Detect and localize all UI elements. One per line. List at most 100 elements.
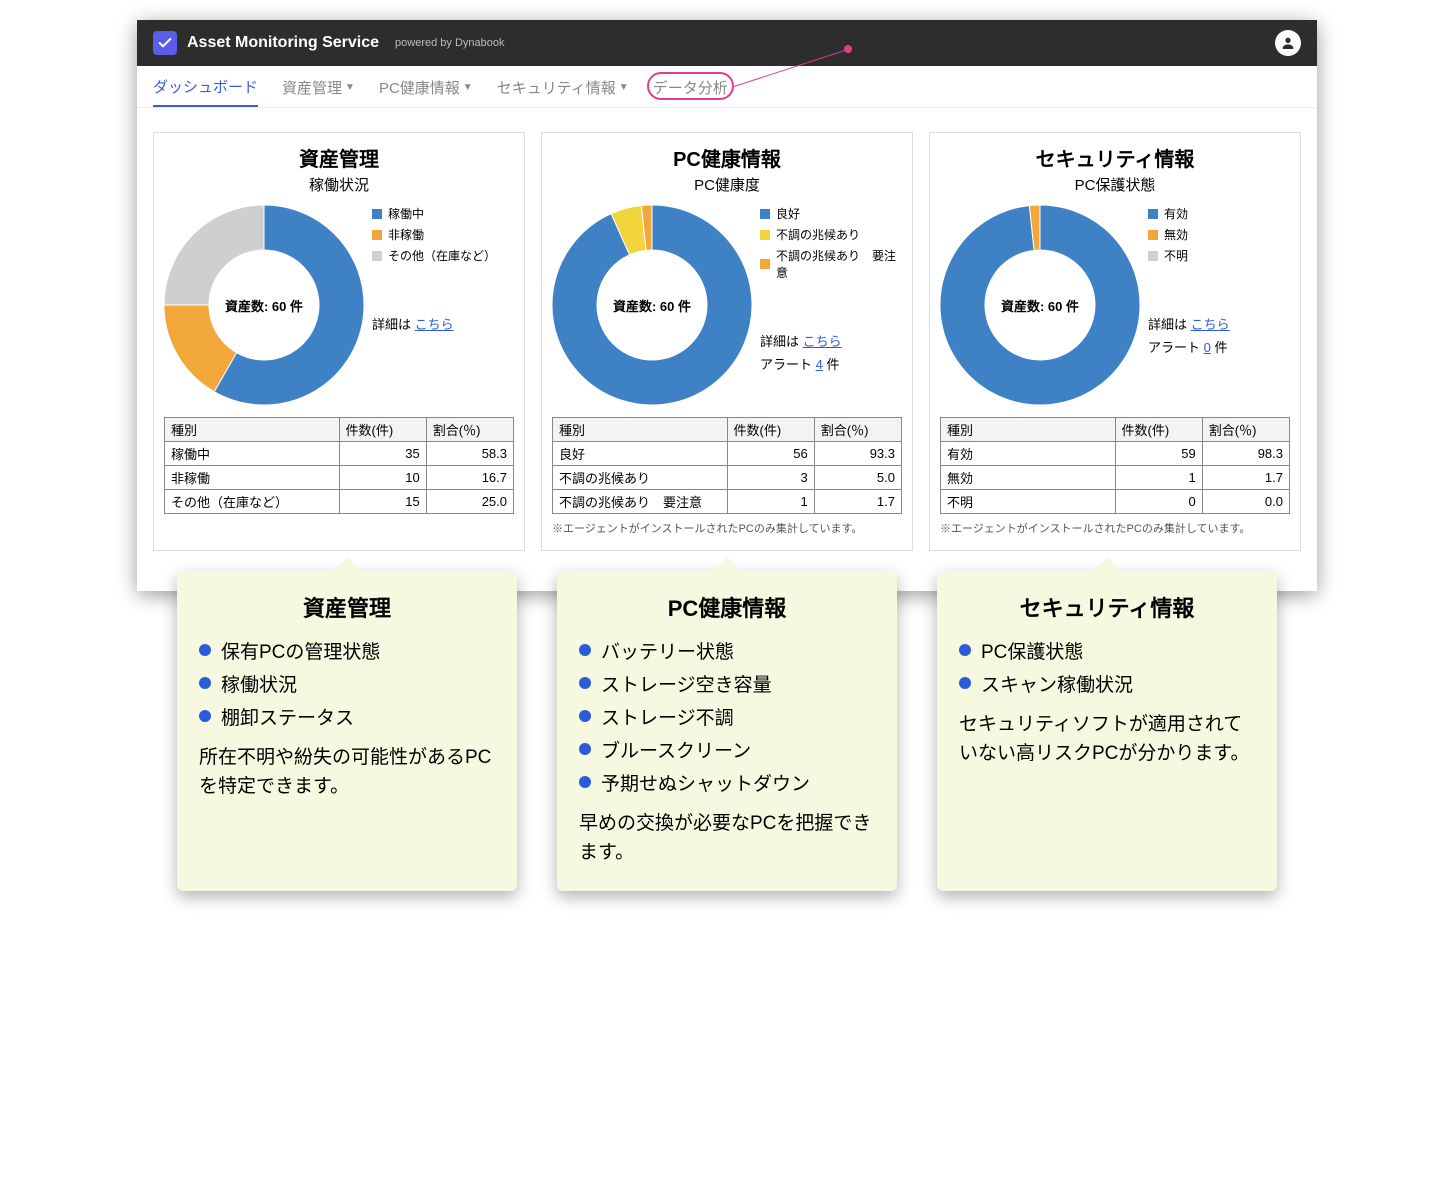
callout-list: 保有PCの管理状態稼働状況棚卸ステータス <box>199 637 495 730</box>
detail-link[interactable]: こちら <box>415 317 454 332</box>
nav-item-1[interactable]: 資産管理▼ <box>282 76 355 107</box>
table-cell: 1 <box>1115 466 1202 490</box>
chart-legend: 稼働中非稼働その他（在庫など） 詳細は こちら <box>372 205 514 333</box>
legend-label: 稼働中 <box>388 205 424 222</box>
legend-item: 非稼働 <box>372 226 514 243</box>
callout-box-0: 資産管理保有PCの管理状態稼働状況棚卸ステータス所在不明や紛失の可能性があるPC… <box>177 571 517 891</box>
legend-swatch-icon <box>760 230 770 240</box>
detail-link[interactable]: こちら <box>803 334 842 349</box>
main-nav: ダッシュボード資産管理▼ PC健康情報▼ セキュリティ情報▼ データ分析 <box>137 66 1317 108</box>
legend-swatch-icon <box>1148 209 1158 219</box>
table-header: 割合(％) <box>426 418 513 442</box>
titlebar: Asset Monitoring Service powered by Dyna… <box>137 20 1317 66</box>
callout-box-2: セキュリティ情報PC保護状態スキャン稼働状況セキュリティソフトが適用されていない… <box>937 571 1277 891</box>
chart-row: 資産数: 60 件 稼働中非稼働その他（在庫など） 詳細は こちら <box>164 205 514 405</box>
table-cell: 1 <box>727 490 814 514</box>
alert-suffix: 件 <box>823 357 840 372</box>
detail-link[interactable]: こちら <box>1191 317 1230 332</box>
nav-item-0[interactable]: ダッシュボード <box>153 76 258 107</box>
table-cell: 58.3 <box>426 442 513 466</box>
dashboard-card-0: 資産管理稼働状況資産数: 60 件稼働中非稼働その他（在庫など）詳細は こちら種… <box>153 132 525 551</box>
legend-item: 有効 <box>1148 205 1290 222</box>
callout-bullet: バッテリー状態 <box>579 637 875 664</box>
table-cell: その他（在庫など） <box>165 490 340 514</box>
table-row: その他（在庫など）1525.0 <box>165 490 514 514</box>
dashboard-card-1: PC健康情報PC健康度資産数: 60 件良好不調の兆候あり不調の兆候あり 要注意… <box>541 132 913 551</box>
callout-bullet: 棚卸ステータス <box>199 703 495 730</box>
callout-box-1: PC健康情報バッテリー状態ストレージ空き容量ストレージ不調ブルースクリーン予期せ… <box>557 571 897 891</box>
table-header: 件数(件) <box>1115 418 1202 442</box>
donut-chart: 資産数: 60 件 <box>552 205 752 405</box>
table-row: 有効5998.3 <box>941 442 1290 466</box>
dropdown-caret-icon: ▼ <box>463 82 473 93</box>
nav-item-3[interactable]: セキュリティ情報▼ <box>497 76 629 107</box>
card-title: セキュリティ情報 <box>940 143 1290 172</box>
callout-list: PC保護状態スキャン稼働状況 <box>959 637 1255 697</box>
legend-label: その他（在庫など） <box>388 247 496 264</box>
dropdown-caret-icon: ▼ <box>345 82 355 93</box>
table-cell: 10 <box>339 466 426 490</box>
table-cell: 93.3 <box>814 442 901 466</box>
legend-swatch-icon <box>760 259 770 269</box>
donut-center-label: 資産数: 60 件 <box>940 205 1140 405</box>
legend-label: 不調の兆候あり 要注意 <box>776 247 902 281</box>
detail-link-row: 詳細は こちら <box>372 314 514 333</box>
legend-label: 有効 <box>1164 205 1188 222</box>
table-cell: 不調の兆候あり 要注意 <box>553 490 728 514</box>
callout-list: バッテリー状態ストレージ空き容量ストレージ不調ブルースクリーン予期せぬシャットダ… <box>579 637 875 796</box>
detail-link-row: 詳細は こちら <box>760 331 902 350</box>
nav-item-4[interactable]: データ分析 <box>653 76 728 107</box>
table-cell: 56 <box>727 442 814 466</box>
legend-item: 無効 <box>1148 226 1290 243</box>
table-header: 件数(件) <box>727 418 814 442</box>
callout-desc: 所在不明や紛失の可能性があるPCを特定できます。 <box>199 744 495 801</box>
table-header: 件数(件) <box>339 418 426 442</box>
table-cell: 15 <box>339 490 426 514</box>
donut-chart: 資産数: 60 件 <box>164 205 364 405</box>
table-cell: 16.7 <box>426 466 513 490</box>
donut-center-label: 資産数: 60 件 <box>552 205 752 405</box>
dashboard-panels: 資産管理稼働状況資産数: 60 件稼働中非稼働その他（在庫など）詳細は こちら種… <box>137 108 1317 591</box>
table-cell: 1.7 <box>814 490 901 514</box>
table-cell: 0.0 <box>1202 490 1289 514</box>
table-cell: 不明 <box>941 490 1116 514</box>
powered-by-label: powered by Dynabook <box>395 37 504 49</box>
table-row: 良好5693.3 <box>553 442 902 466</box>
legend-item: 稼働中 <box>372 205 514 222</box>
alert-suffix: 件 <box>1211 340 1228 355</box>
detail-prefix: 詳細は <box>760 334 803 349</box>
card-subtitle: PC健康度 <box>552 174 902 195</box>
table-row: 不調の兆候あり 要注意11.7 <box>553 490 902 514</box>
dropdown-caret-icon: ▼ <box>619 82 629 93</box>
callout-bullet: ブルースクリーン <box>579 736 875 763</box>
table-header: 種別 <box>553 418 728 442</box>
summary-table: 種別件数(件)割合(％)良好5693.3不調の兆候あり35.0不調の兆候あり 要… <box>552 417 902 514</box>
table-cell: 稼働中 <box>165 442 340 466</box>
legend-item: 不明 <box>1148 247 1290 264</box>
detail-prefix: 詳細は <box>1148 317 1191 332</box>
nav-item-2[interactable]: PC健康情報▼ <box>379 76 473 107</box>
callout-bullet: 予期せぬシャットダウン <box>579 769 875 796</box>
table-row: 不調の兆候あり35.0 <box>553 466 902 490</box>
callout-bullet: 稼働状況 <box>199 670 495 697</box>
table-cell: 35 <box>339 442 426 466</box>
table-row: 不明00.0 <box>941 490 1290 514</box>
callout-bullet: ストレージ不調 <box>579 703 875 730</box>
table-row: 稼働中3558.3 <box>165 442 514 466</box>
legend-swatch-icon <box>1148 251 1158 261</box>
app-title: Asset Monitoring Service <box>187 34 379 52</box>
alert-count-link[interactable]: 4 <box>816 357 823 372</box>
legend-label: 不調の兆候あり <box>776 226 860 243</box>
table-cell: 無効 <box>941 466 1116 490</box>
legend-swatch-icon <box>1148 230 1158 240</box>
table-header: 割合(％) <box>814 418 901 442</box>
alert-prefix: アラート <box>760 357 816 372</box>
chart-legend: 良好不調の兆候あり不調の兆候あり 要注意詳細は こちらアラート 4 件 <box>760 205 902 373</box>
user-account-icon[interactable] <box>1275 30 1301 56</box>
alert-count-link[interactable]: 0 <box>1204 340 1211 355</box>
legend-item: その他（在庫など） <box>372 247 514 264</box>
donut-chart: 資産数: 60 件 <box>940 205 1140 405</box>
app-logo-icon <box>153 31 177 55</box>
callout-desc: 早めの交換が必要なPCを把握できます。 <box>579 810 875 867</box>
legend-label: 非稼働 <box>388 226 424 243</box>
